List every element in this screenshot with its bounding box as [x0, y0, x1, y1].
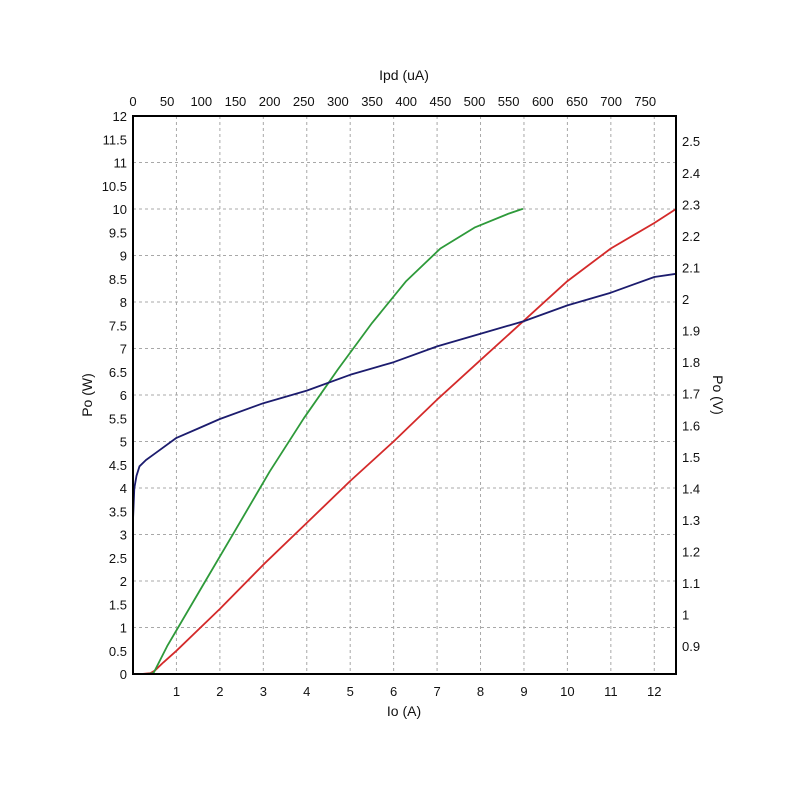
x2-tick-label: 250 [293, 94, 315, 109]
y-tick-label: 5.5 [109, 411, 127, 426]
x2-tick-label: 350 [361, 94, 383, 109]
x-tick-label: 1 [173, 684, 180, 699]
y2-axis-title: Po (V) [710, 375, 726, 415]
x2-tick-label: 650 [566, 94, 588, 109]
x2-tick-label: 0 [129, 94, 136, 109]
y-tick-label: 9.5 [109, 225, 127, 240]
x2-tick-label: 300 [327, 94, 349, 109]
y2-tick-label: 2 [682, 292, 689, 307]
x2-tick-label: 750 [634, 94, 656, 109]
y-tick-label: 6.5 [109, 365, 127, 380]
y-tick-label: 11 [114, 156, 128, 171]
x-tick-label: 10 [560, 684, 574, 699]
y-axis-title: Po (W) [79, 373, 95, 417]
y2-tick-label: 1.1 [682, 576, 700, 591]
y2-tick-label: 2.4 [682, 166, 700, 181]
plot-frame [132, 115, 677, 675]
y2-tick-label: 2.3 [682, 197, 700, 212]
y-tick-label: 2 [120, 574, 127, 589]
y-tick-label: 10 [113, 202, 127, 217]
x2-tick-label: 500 [464, 94, 486, 109]
x2-tick-label: 550 [498, 94, 520, 109]
y-tick-label: 3.5 [109, 504, 127, 519]
x2-tick-label: 600 [532, 94, 554, 109]
y2-tick-label: 1.5 [682, 450, 700, 465]
x-tick-label: 6 [390, 684, 397, 699]
y-tick-label: 5 [120, 435, 127, 450]
x-tick-label: 12 [647, 684, 661, 699]
x2-tick-label: 400 [395, 94, 417, 109]
y-tick-label: 6 [120, 388, 127, 403]
tick-labels: 1 2 3 4 5 6 7 8 9 10 11 120 50 100 150 200 250 300 350 400 4… [102, 94, 700, 699]
y2-tick-label: 1.9 [682, 324, 700, 339]
y2-tick-label: 1.3 [682, 513, 700, 528]
y2-tick-label: 2.1 [682, 260, 700, 275]
x-tick-label: 8 [477, 684, 484, 699]
y2-tick-label: 2.2 [682, 229, 700, 244]
y-tick-label: 3 [120, 528, 127, 543]
x2-axis-title: Ipd (uA) [379, 67, 429, 83]
y-tick-label: 8 [120, 295, 127, 310]
series-layer [132, 208, 677, 675]
x-tick-label: 4 [303, 684, 310, 699]
y-tick-label: 12 [113, 109, 127, 124]
y2-tick-label: 1.2 [682, 545, 700, 560]
series-line-navy [132, 272, 677, 521]
y2-tick-label: 1 [682, 608, 689, 623]
y-tick-label: 4.5 [109, 458, 127, 473]
y2-tick-label: 1.7 [682, 387, 700, 402]
x2-tick-label: 450 [430, 94, 452, 109]
y2-tick-label: 0.9 [682, 639, 700, 654]
y2-tick-label: 1.4 [682, 481, 700, 496]
y-tick-label: 0.5 [109, 644, 127, 659]
y-tick-label: 8.5 [109, 272, 127, 287]
grid [133, 116, 676, 674]
x-tick-label: 9 [520, 684, 527, 699]
x2-tick-label: 150 [225, 94, 247, 109]
y-tick-label: 0 [120, 667, 127, 682]
x-axis-title: Io (A) [387, 703, 421, 719]
y-tick-label: 10.5 [102, 179, 127, 194]
y-tick-label: 11.5 [103, 132, 127, 147]
x2-tick-label: 200 [259, 94, 281, 109]
x2-tick-label: 100 [190, 94, 212, 109]
y-tick-label: 7 [120, 342, 127, 357]
x2-tick-label: 700 [600, 94, 622, 109]
y-tick-label: 4 [120, 481, 127, 496]
x-tick-label: 2 [216, 684, 223, 699]
x2-tick-label: 50 [160, 94, 174, 109]
x-tick-label: 7 [433, 684, 440, 699]
x-tick-label: 5 [347, 684, 354, 699]
x-tick-label: 3 [260, 684, 267, 699]
series-line-green [132, 208, 524, 675]
y2-tick-label: 1.8 [682, 355, 700, 370]
y2-tick-label: 2.5 [682, 134, 700, 149]
y-tick-label: 9 [120, 249, 127, 264]
y-tick-label: 2.5 [109, 551, 127, 566]
x-tick-label: 11 [604, 684, 618, 699]
y2-tick-label: 1.6 [682, 418, 700, 433]
y-tick-label: 1.5 [109, 597, 127, 612]
y-tick-label: 1 [120, 621, 127, 636]
y-tick-label: 7.5 [109, 318, 127, 333]
